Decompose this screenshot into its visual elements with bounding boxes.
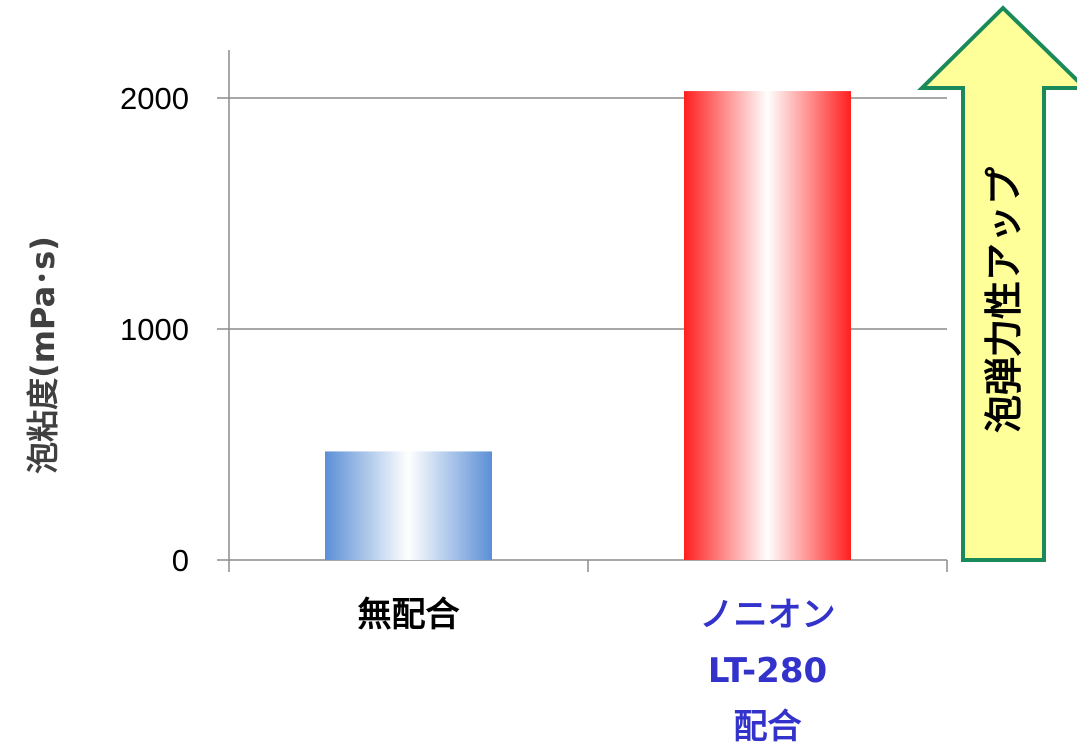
bar-1 (325, 451, 492, 560)
improvement-arrow: 泡弾力性アップ (917, 5, 1077, 562)
y-tick-label: 0 (172, 543, 189, 578)
up-arrow-icon (917, 5, 1077, 562)
arrow-annotation-text: 泡弾力性アップ (982, 167, 1026, 433)
bar-2 (684, 91, 851, 560)
bars (325, 91, 851, 560)
y-tick-label: 2000 (120, 81, 189, 116)
y-tick-label: 1000 (120, 312, 189, 347)
category-label-line: 無配合 (358, 595, 460, 635)
category-label-line: 配合 (734, 707, 802, 743)
y-axis-label: 泡粘度(mPa･s) (24, 236, 62, 474)
category-label-line: ノニオン (700, 595, 836, 635)
x-category-labels: 無配合 ノニオン LT-280 配合 (358, 595, 836, 743)
y-tick-labels: 0 1000 2000 (120, 81, 189, 578)
category-label-line: LT-280 (708, 651, 827, 691)
